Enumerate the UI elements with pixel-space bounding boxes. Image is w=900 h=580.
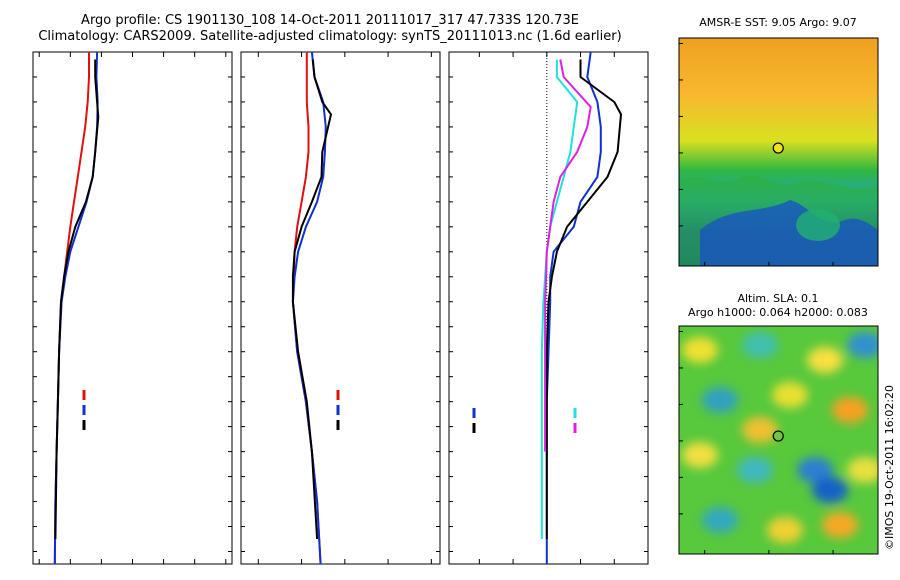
imos-credit: ©IMOS 19-Oct-2011 16:02:20 — [883, 384, 896, 550]
sla-blob — [847, 457, 878, 483]
sla-map-title-line2: Argo h1000: 0.064 h2000: 0.083 — [688, 306, 868, 319]
sla-argo-position-marker — [772, 430, 784, 442]
series-line-temperature-argo-adj — [545, 59, 622, 539]
sla-blob — [682, 337, 718, 363]
sst-eddy — [796, 209, 840, 241]
plot-frame — [32, 51, 233, 565]
sla-blob — [847, 332, 878, 358]
sla-anomaly-blobs — [682, 332, 878, 543]
sla-blob — [832, 397, 868, 423]
sst-cold-water — [700, 200, 878, 266]
difference-panel — [448, 51, 649, 565]
sla-blob — [702, 507, 738, 533]
sla-blob — [682, 442, 718, 468]
sla-blob — [772, 382, 808, 408]
salinity-panel — [240, 51, 441, 565]
sst-map — [678, 37, 879, 267]
sla-blob — [742, 332, 778, 358]
temperature-panel — [32, 51, 233, 565]
sla-blob — [742, 417, 778, 443]
sla-map-axes — [679, 330, 834, 554]
figure-title-line2: Climatology: CARS2009. Satellite-adjuste… — [38, 29, 622, 44]
sla-blob — [807, 347, 843, 373]
sla-map — [678, 325, 879, 555]
sla-blob — [822, 512, 858, 538]
sst-map-frame — [678, 37, 879, 267]
series-line-argo-raw-qc — [291, 59, 332, 540]
sla-blob — [812, 477, 848, 503]
sla-blob — [737, 457, 773, 483]
sla-map-title-line1: Altim. SLA: 0.1 — [737, 292, 818, 305]
series-line-argo-raw-qc — [54, 59, 100, 540]
sla-blob — [767, 517, 803, 543]
sst-argo-position-marker — [772, 142, 784, 154]
sla-blob — [797, 457, 833, 483]
sst-map-axes — [679, 42, 834, 266]
sla-blob — [702, 387, 738, 413]
series-line-salinity-argo-adj — [544, 59, 592, 452]
sla-map-frame — [678, 325, 879, 555]
figure-title-line1: Argo profile: CS 1901130_108 14-Oct-2011… — [81, 13, 579, 28]
plot-frame — [240, 51, 441, 565]
sst-map-title: AMSR-E SST: 9.05 Argo: 9.07 — [699, 16, 857, 29]
plot-frame — [448, 51, 649, 565]
